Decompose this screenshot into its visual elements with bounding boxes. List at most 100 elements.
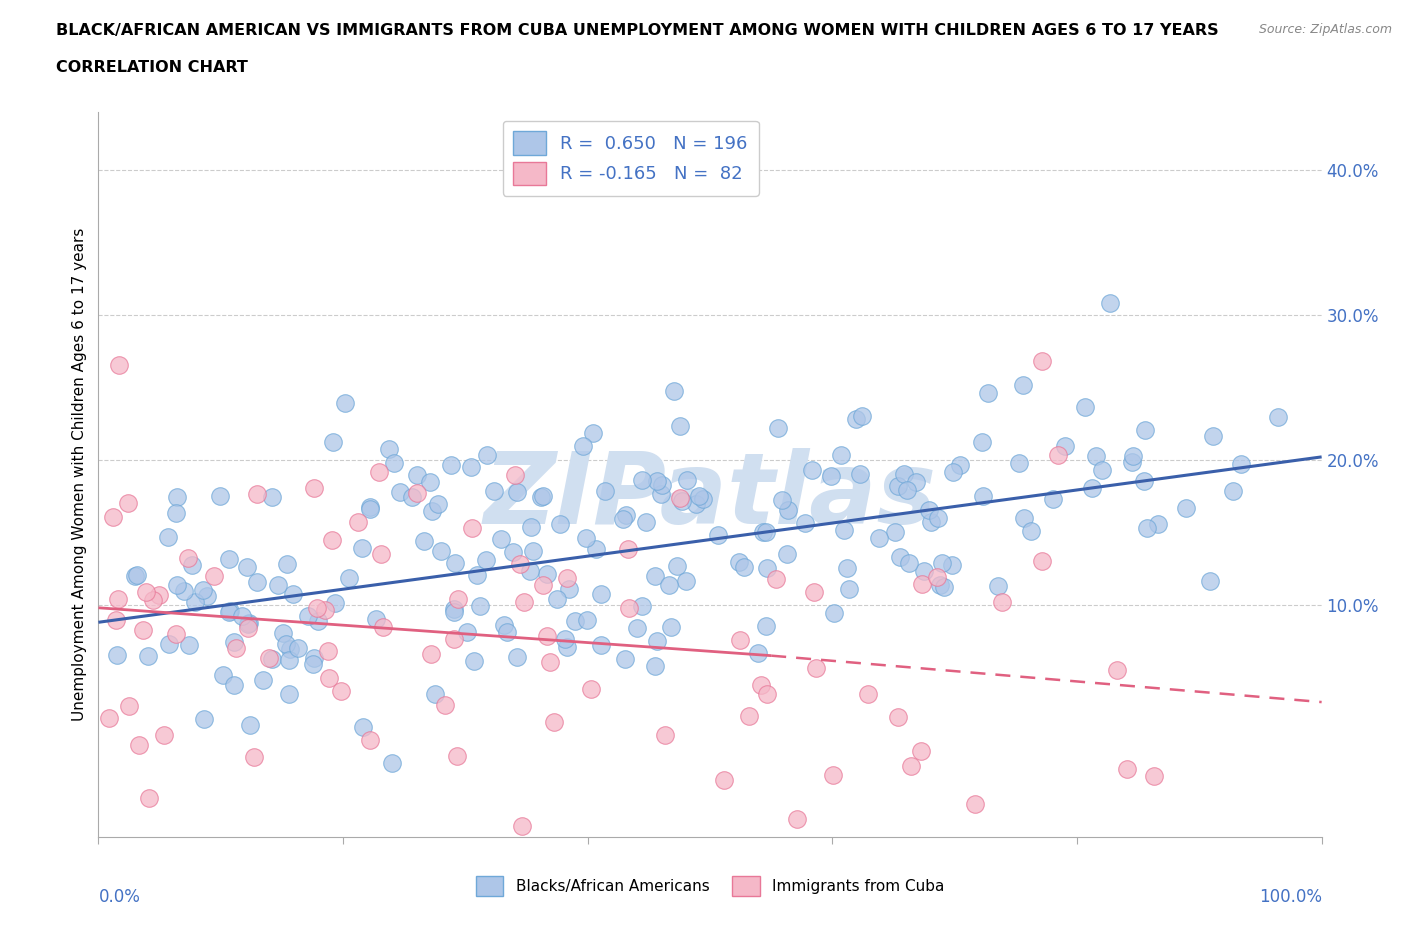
Point [128,737,150,752]
Point [987,578,1010,593]
Point [330,684,353,698]
Point [166,578,188,592]
Point [239,718,262,733]
Point [942,464,965,479]
Point [302,480,325,495]
Point [912,564,935,578]
Point [425,888,447,903]
Point [664,384,686,399]
Point [941,558,963,573]
Point [420,503,443,518]
Point [107,591,129,606]
Point [276,556,298,571]
Point [463,654,485,669]
Point [752,525,775,539]
Point [169,851,191,866]
Point [887,479,910,494]
Point [246,486,269,501]
Text: Source: ZipAtlas.com: Source: ZipAtlas.com [1258,23,1392,36]
Point [238,616,260,631]
Point [278,652,301,667]
Point [153,727,176,742]
Point [675,574,697,589]
Point [898,555,921,570]
Point [668,418,690,433]
Point [297,608,319,623]
Point [370,547,392,562]
Point [401,490,423,505]
Text: BLACK/AFRICAN AMERICAN VS IMMIGRANTS FROM CUBA UNEMPLOYMENT AMONG WOMEN WITH CHI: BLACK/AFRICAN AMERICAN VS IMMIGRANTS FRO… [56,23,1219,38]
Point [765,571,787,586]
Point [108,357,131,372]
Point [821,768,844,783]
Legend: Blacks/African Americans, Immigrants from Cuba: Blacks/African Americans, Immigrants fro… [470,870,950,902]
Point [582,426,605,441]
Point [786,811,808,826]
Point [835,561,858,576]
Point [181,558,204,573]
Point [177,637,200,652]
Point [654,727,676,742]
Point [536,566,558,581]
Point [1080,481,1102,496]
Point [576,612,599,627]
Point [665,559,688,574]
Point [522,543,544,558]
Text: 0.0%: 0.0% [98,888,141,906]
Point [949,458,972,472]
Point [222,677,245,692]
Point [737,709,759,724]
Point [889,550,911,565]
Point [887,710,910,724]
Point [593,484,616,498]
Point [1054,439,1077,454]
Point [359,501,381,516]
Point [166,490,188,505]
Point [851,408,873,423]
Point [972,489,994,504]
Point [661,620,683,635]
Point [281,587,304,602]
Point [823,605,845,620]
Point [413,534,436,549]
Point [669,490,692,505]
Point [671,494,693,509]
Point [218,604,240,618]
Point [676,472,699,487]
Point [496,625,519,640]
Point [1122,448,1144,463]
Point [755,525,778,539]
Point [307,614,329,629]
Point [503,468,526,483]
Point [626,621,648,636]
Point [927,570,949,585]
Point [619,601,641,616]
Point [927,511,949,525]
Point [644,658,666,673]
Point [318,644,340,658]
Point [991,595,1014,610]
Point [359,499,381,514]
Point [209,488,232,503]
Point [776,503,799,518]
Point [262,490,284,505]
Point [509,557,531,572]
Point [243,750,266,764]
Point [371,620,394,635]
Point [506,649,529,664]
Point [1074,399,1097,414]
Point [756,686,779,701]
Point [1012,511,1035,525]
Point [918,502,941,517]
Point [278,642,301,657]
Point [749,677,772,692]
Point [900,759,922,774]
Point [333,396,356,411]
Point [165,505,187,520]
Point [555,640,578,655]
Point [105,647,128,662]
Point [1019,524,1042,538]
Point [238,621,260,636]
Point [378,442,401,457]
Point [101,510,124,525]
